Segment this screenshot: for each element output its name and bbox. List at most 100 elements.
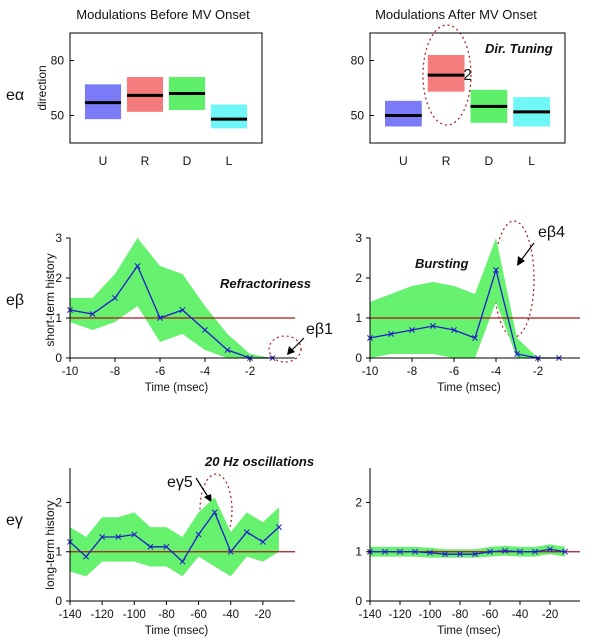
series-line [369,267,559,359]
data-point [179,558,186,565]
x-tick-label: U [399,154,408,168]
x-tick-label: R [141,154,150,168]
data-point [412,548,418,555]
confidence-band [370,544,565,558]
x-tick-label: L [528,154,535,168]
y-tick-label: 3 [355,231,362,245]
y-tick-label: 80 [351,54,365,68]
y-tick-label: 0 [55,594,62,608]
x-tick-label: -60 [190,609,207,621]
data-point [99,534,106,540]
data-point [243,529,250,535]
data-point [427,549,433,556]
data-point [259,538,266,545]
y-tick-label: 2 [55,271,62,285]
data-point [487,548,493,555]
x-tick-label: -6 [155,366,165,378]
ylabel-short-term: short-term history [43,253,57,346]
annotation-e-gamma5: eγ5 [167,474,193,491]
y-tick-label: 0 [355,351,362,365]
x-axis-label: Time (msec) [437,382,501,394]
side-label-gamma: eγ [6,512,23,529]
plot-frame [369,32,566,144]
highlight-ellipse-gamma5 [199,473,233,547]
panel-modulations-after: U R D L 50 80 [351,32,566,168]
y-tick-label: 2 [355,271,362,285]
data-point [275,524,282,531]
x-tick-label: -40 [222,609,239,621]
x-tick-label: D [485,154,494,168]
bar-band-U [384,100,422,127]
data-point [89,311,96,317]
x-tick-label: -100 [123,609,146,621]
x-tick-label: -4 [200,366,211,378]
x-tick-label: -80 [158,609,175,621]
y-tick-label: 1 [355,311,362,325]
data-point [547,546,553,553]
data-point [83,553,90,560]
annotation-e-beta4: eβ4 [538,224,565,241]
data-point [397,548,403,555]
data-point [131,531,138,538]
data-point [382,548,388,555]
panel-short-term-before: 0 1 2 3 -10 -8 -6 -4 -2 Time (msec) [55,231,295,394]
y-tick-label: 1 [355,545,362,559]
data-point [493,267,499,273]
confidence-band [70,497,279,577]
x-tick-label: -140 [58,609,81,621]
data-point [442,551,448,558]
data-point [388,331,394,337]
side-label-alpha: eα [6,87,24,104]
confidence-band [370,238,559,358]
data-point [224,347,231,353]
y-tick-label: 2 [355,495,362,509]
y-tick-label: 3 [55,231,62,245]
x-axis-label: Time (msec) [145,625,209,637]
data-point [112,295,118,301]
x-tick-label: -120 [388,609,411,621]
data-point [562,548,568,555]
panel-long-term-after: 0 1 2 -140 -120 -100 -80 -60 -40 -20 Time (msec) [355,468,580,637]
data-point [115,534,122,540]
x-tick-label: -4 [491,366,502,378]
highlight-ellipse-beta4 [493,220,535,338]
data-point [163,543,170,550]
data-point [502,547,508,554]
y-tick-label: 0 [355,594,362,608]
ylabel-long-term: long-term history [43,500,57,589]
x-tick-label: L [226,154,233,168]
side-label-beta: eβ [6,292,24,309]
y-tick-label: 2 [55,495,62,509]
x-tick-label: -10 [362,366,379,378]
panel-modulations-before: U R D L 50 80 [51,32,263,168]
y-tick-label: 1 [55,545,62,559]
data-point [195,531,202,538]
x-axis-label: Time (msec) [145,382,209,394]
y-tick-label: 1 [55,311,62,325]
data-point [532,548,538,555]
x-tick-label: -60 [482,609,499,621]
y-tick-label: 50 [351,109,365,123]
panel-long-term-before: 0 1 2 -140 -120 -100 -80 -60 -40 -20 Time (msec) [55,468,295,637]
confidence-band [70,238,273,358]
x-tick-label: -20 [255,609,272,621]
data-point [179,307,186,313]
series-line [370,548,566,555]
data-point [514,351,520,357]
series-line [69,511,280,563]
data-point [134,263,141,269]
x-tick-label: -80 [452,609,469,621]
annotation-dir-tuning: Dir. Tuning [485,41,553,56]
data-point [430,323,436,329]
x-tick-label: -6 [449,366,459,378]
data-point [147,543,154,550]
x-tick-label: -20 [542,609,559,621]
data-point [409,327,415,333]
x-tick-label: -2 [245,366,255,378]
data-point [227,548,234,555]
x-tick-label: -2 [533,366,543,378]
x-tick-label: -10 [62,366,79,378]
y-tick-label: 0 [55,351,62,365]
annotation-refractoriness: Refractoriness [220,276,311,291]
